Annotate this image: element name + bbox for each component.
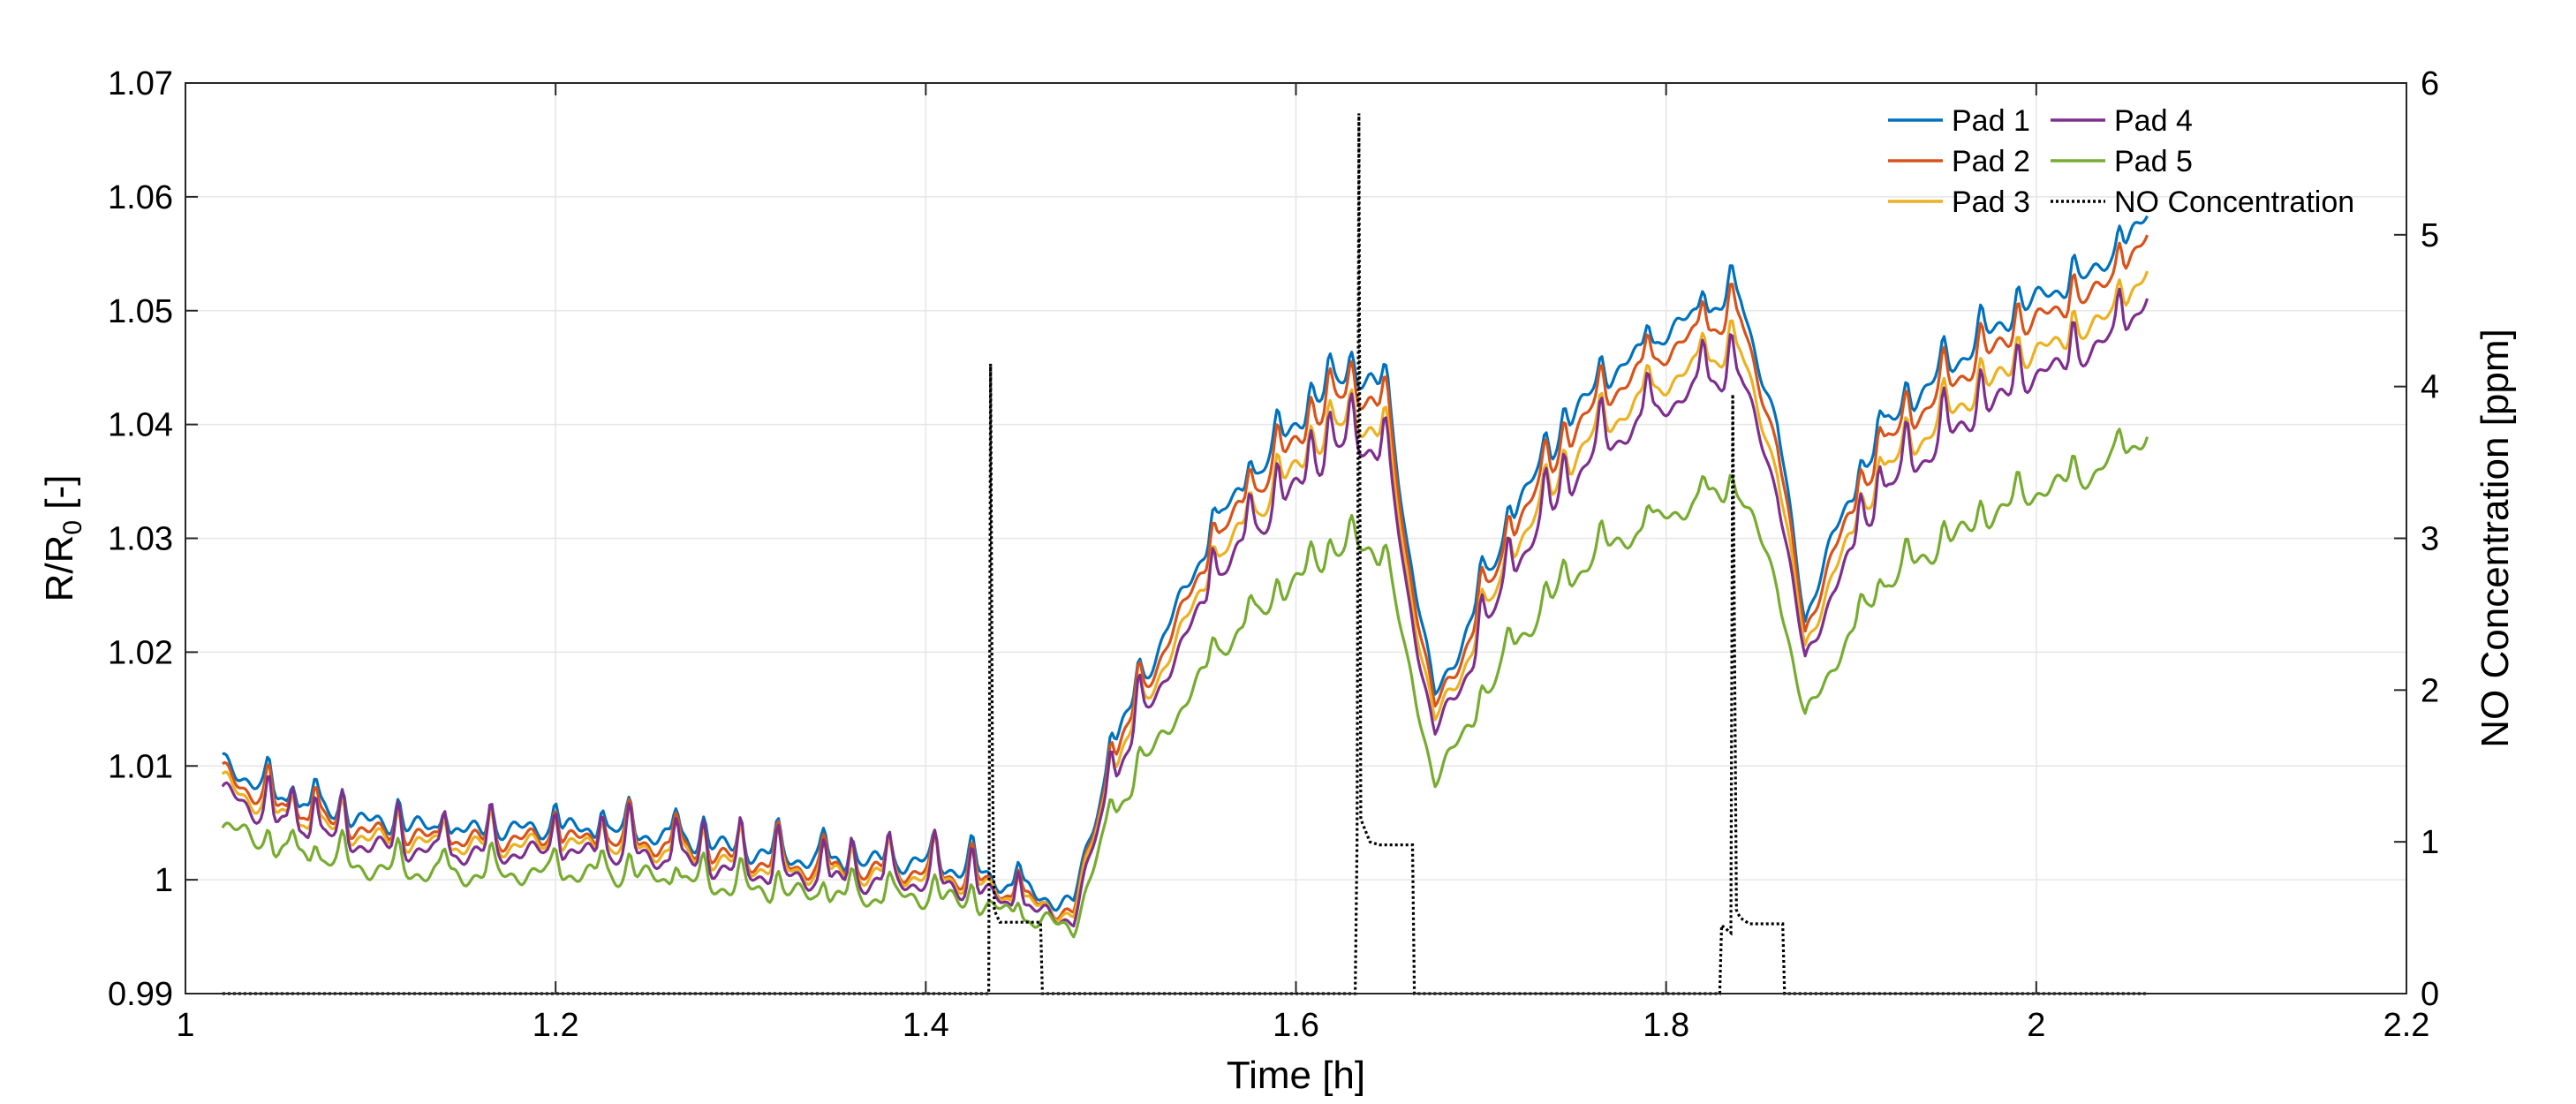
y-left-tick-label: 1.02 xyxy=(108,634,173,671)
y-left-tick-label: 1.01 xyxy=(108,748,173,785)
ticks: 1 1.2 1.4 1.6 1.8 2 2.20.9911.011.021.031.041.… xyxy=(108,65,2439,1044)
y-left-tick-label: 1.07 xyxy=(108,65,173,102)
x-tick-label: 1.4 xyxy=(903,1007,949,1044)
y-left-tick-label: 1.04 xyxy=(108,407,173,444)
y-right-tick-label: 6 xyxy=(2421,65,2439,102)
y-left-tick-label: 1.05 xyxy=(108,293,173,330)
y-left-tick-label: 1.06 xyxy=(108,179,173,216)
legend: Pad 1 Pad 2 Pad 3 Pad 4 Pad 5 NO Concentratio… xyxy=(1888,104,2354,219)
legend-label: Pad 2 xyxy=(1952,145,2030,178)
x-tick-label: 1.2 xyxy=(533,1007,579,1044)
y-right-tick-label: 2 xyxy=(2421,672,2439,709)
legend-label: Pad 1 xyxy=(1952,104,2030,138)
series-line-no-concentration xyxy=(222,113,2148,995)
x-tick-label: 2.2 xyxy=(2383,1007,2430,1044)
y-left-tick-label: 0.99 xyxy=(108,976,173,1013)
y-right-tick-label: 5 xyxy=(2421,217,2439,254)
y-right-tick-label: 4 xyxy=(2421,369,2439,406)
x-tick-label: 2 xyxy=(2027,1007,2045,1044)
x-axis-label: Time [h] xyxy=(1227,1054,1365,1097)
y-axis-left-label-subscript: 0 xyxy=(58,520,87,535)
legend-label: NO Concentration xyxy=(2114,185,2354,219)
series-line-pad-4 xyxy=(221,287,2149,928)
y-left-tick-label: 1.03 xyxy=(108,521,173,558)
x-tick-label: 1 xyxy=(176,1007,194,1044)
series-line-pad-2 xyxy=(222,234,2149,921)
x-tick-label: 1.8 xyxy=(1643,1007,1689,1044)
y-axis-left-label-suffix: [-] xyxy=(38,475,81,520)
legend-label: Pad 5 xyxy=(2114,145,2193,178)
y-axis-left-label: R/R0 [-] xyxy=(38,475,87,602)
y-axis-right-label: NO Concentration [ppm] xyxy=(2474,329,2517,747)
series-layer xyxy=(221,215,2149,939)
no-concentration-layer xyxy=(222,113,2148,995)
y-right-tick-label: 0 xyxy=(2421,976,2439,1013)
series-line-pad-5 xyxy=(221,427,2149,939)
y-right-tick-label: 3 xyxy=(2421,521,2439,558)
y-right-tick-label: 1 xyxy=(2421,824,2439,861)
series-line-pad-1 xyxy=(222,215,2149,912)
legend-label: Pad 3 xyxy=(1952,185,2030,219)
x-tick-label: 1.6 xyxy=(1273,1007,1319,1044)
y-left-tick-label: 1 xyxy=(155,862,173,899)
series-line-pad-3 xyxy=(221,270,2149,923)
y-axis-left-label-main: R/R xyxy=(38,535,81,602)
legend-label: Pad 4 xyxy=(2114,104,2193,138)
